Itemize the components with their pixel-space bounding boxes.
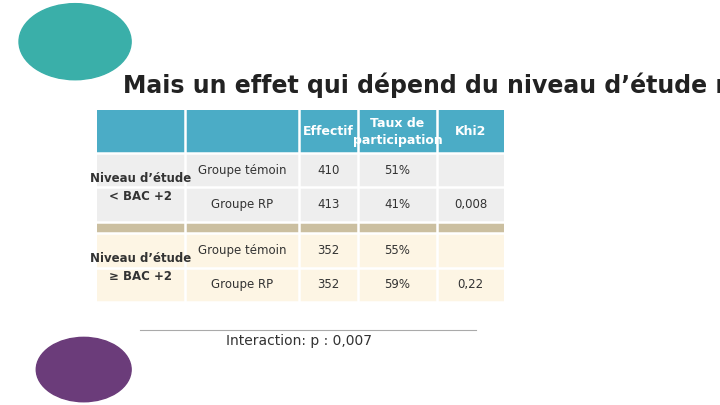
Text: Effectif: Effectif [303, 125, 354, 138]
Text: 55%: 55% [384, 244, 410, 257]
FancyBboxPatch shape [96, 111, 504, 153]
Text: Groupe témoin: Groupe témoin [198, 244, 287, 257]
Text: 33: 33 [90, 329, 104, 339]
Text: Groupe RP: Groupe RP [211, 279, 273, 292]
FancyBboxPatch shape [96, 233, 504, 268]
Text: 410: 410 [318, 164, 340, 177]
Text: 59%: 59% [384, 279, 410, 292]
Text: Interaction: p : 0,007: Interaction: p : 0,007 [226, 334, 372, 348]
FancyBboxPatch shape [96, 188, 504, 222]
FancyBboxPatch shape [96, 153, 504, 188]
Text: 0,22: 0,22 [458, 279, 484, 292]
Text: Khi2: Khi2 [455, 125, 487, 138]
Text: Niveau d’étude
≥ BAC +2: Niveau d’étude ≥ BAC +2 [90, 252, 192, 283]
Text: 413: 413 [318, 198, 340, 211]
FancyBboxPatch shape [96, 268, 504, 302]
Text: 0,008: 0,008 [454, 198, 487, 211]
Text: 352: 352 [318, 244, 340, 257]
FancyBboxPatch shape [96, 222, 504, 233]
Text: 352: 352 [318, 279, 340, 292]
Text: Niveau d’étude
< BAC +2: Niveau d’étude < BAC +2 [90, 172, 192, 203]
Text: Mais un effet qui dépend du niveau d’étude maternel: Mais un effet qui dépend du niveau d’étu… [122, 72, 720, 98]
Text: Taux de
participation: Taux de participation [353, 117, 442, 147]
Text: 51%: 51% [384, 164, 410, 177]
Circle shape [19, 4, 131, 80]
Text: 41%: 41% [384, 198, 410, 211]
Text: Groupe témoin: Groupe témoin [198, 164, 287, 177]
Circle shape [36, 337, 131, 402]
Text: Groupe RP: Groupe RP [211, 198, 273, 211]
